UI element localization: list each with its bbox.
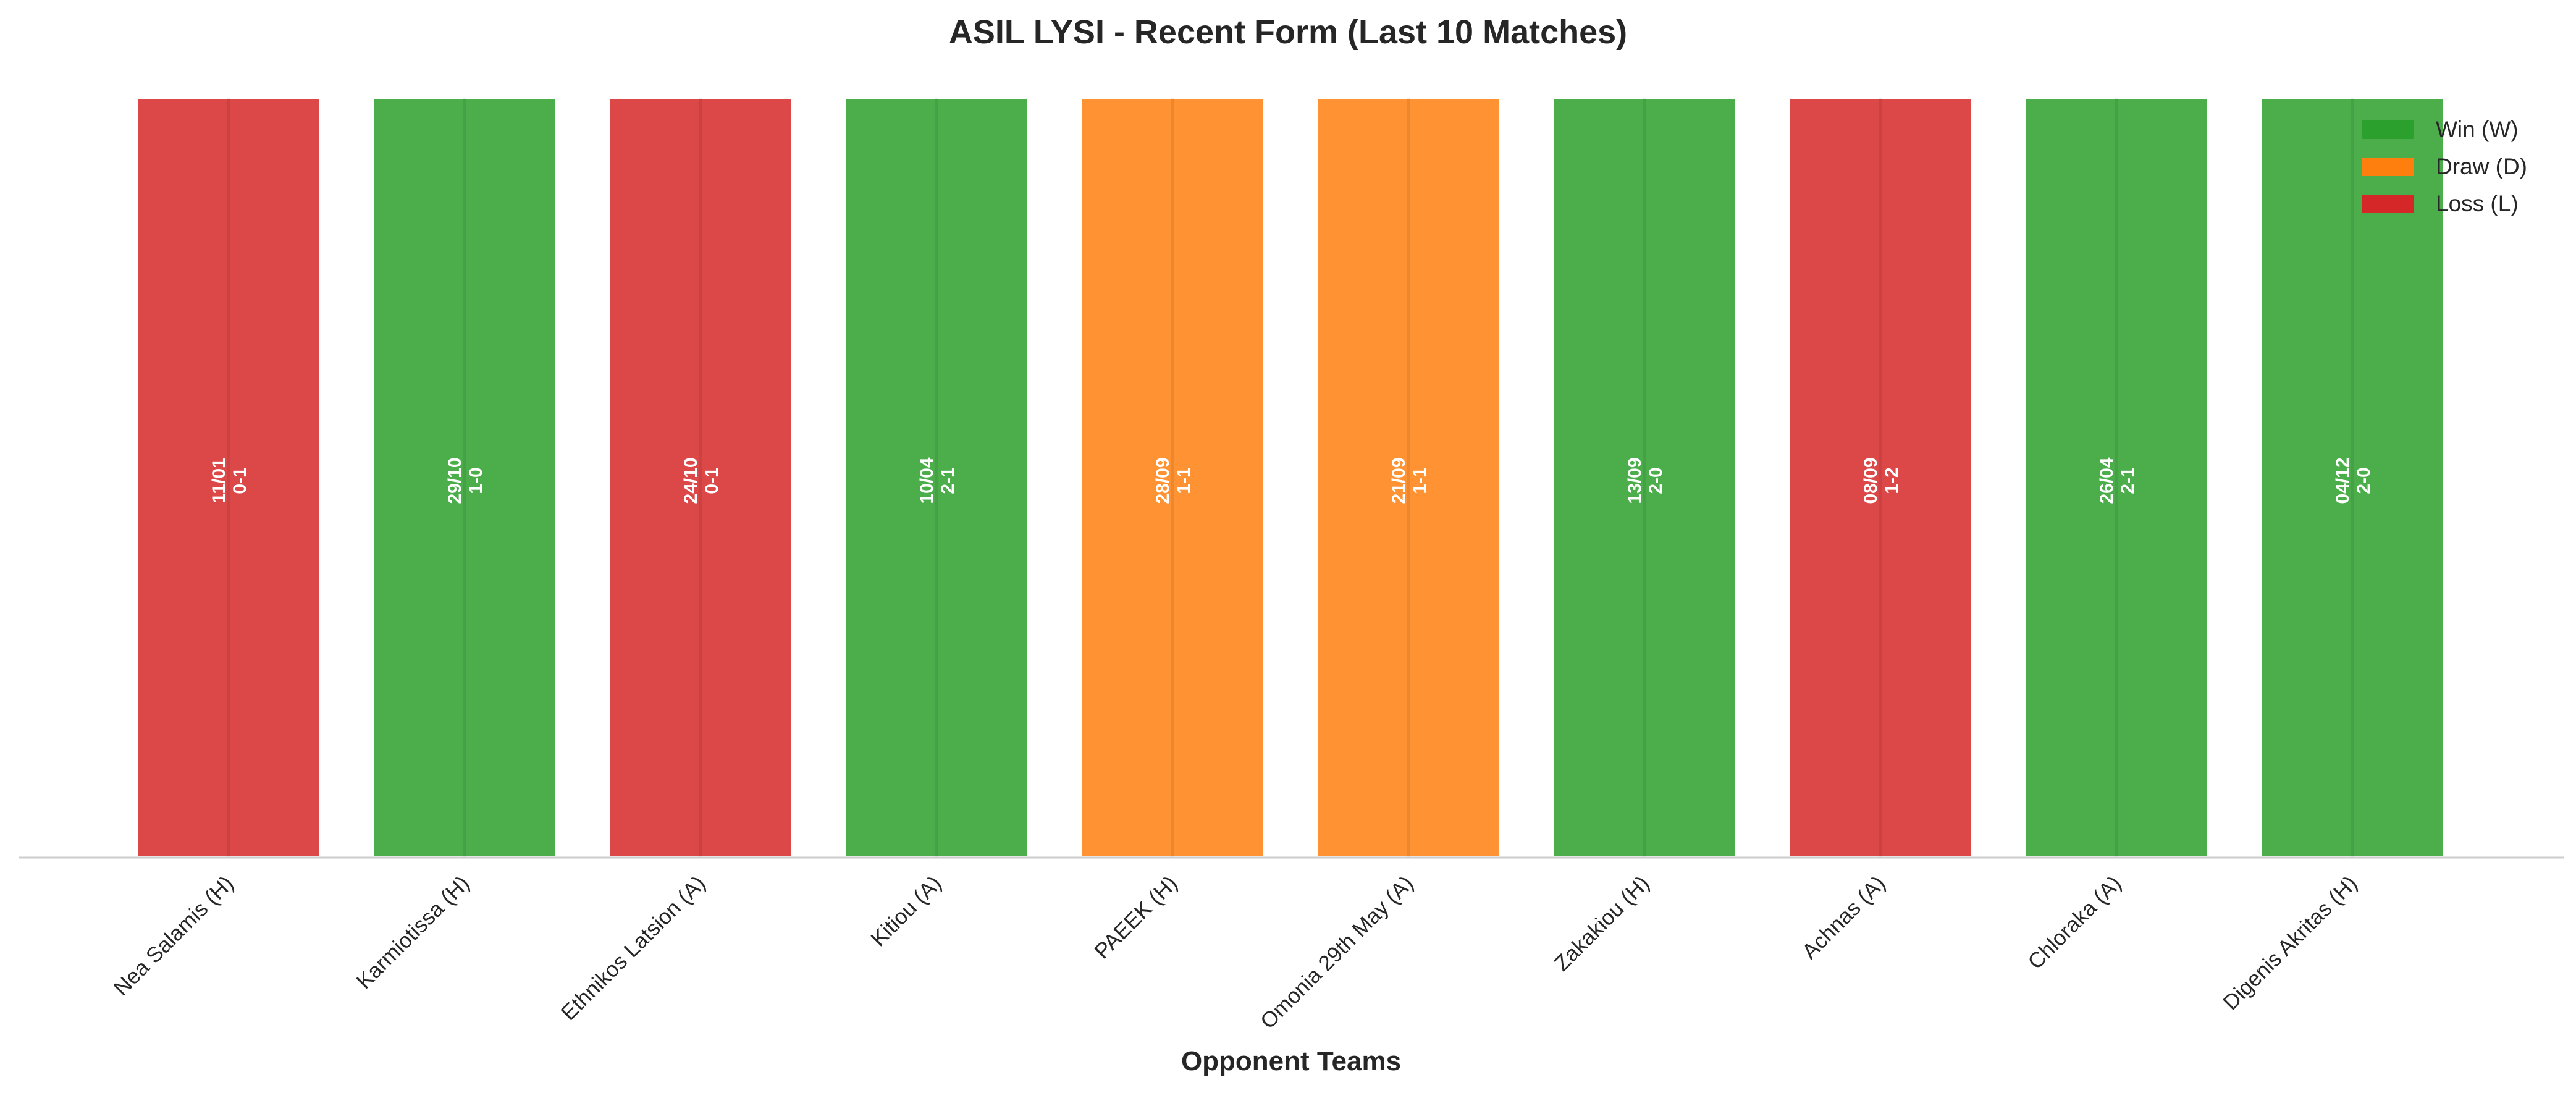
legend-swatch-d (2362, 158, 2414, 176)
bar-score-label: 2-1 (2118, 467, 2138, 494)
x-tick-label-1: Nea Salamis (H) (109, 871, 238, 1000)
x-tick-labels: Nea Salamis (H) Karmiotissa (H) Ethnikos L… (109, 871, 2362, 1034)
bar-date-label: 29/10 (445, 457, 465, 504)
legend-label-l: Loss (L) (2436, 191, 2519, 216)
bar-4 (843, 96, 1030, 859)
bar-score-label: 1-1 (1174, 467, 1194, 494)
bar-date-label: 13/09 (1625, 457, 1645, 504)
bar-1 (135, 96, 322, 859)
x-tick-label-7: Zakakiou (H) (1549, 871, 1654, 976)
x-tick-label-4: Kitiou (A) (866, 871, 946, 951)
chart-title: ASIL LYSI - Recent Form (Last 10 Matches… (949, 14, 1627, 51)
legend-swatch-w (2362, 120, 2414, 139)
bar-score-label: 1-2 (1882, 467, 1902, 494)
bar-label-3: 24/100-1 (681, 457, 722, 504)
bar-date-label: 21/09 (1389, 457, 1409, 504)
bar-label-2: 29/101-0 (445, 457, 486, 504)
bar-label-6: 21/091-1 (1389, 457, 1430, 504)
bar-date-label: 04/12 (2333, 457, 2353, 504)
bar-date-label: 26/04 (2097, 457, 2117, 504)
legend-label-d: Draw (D) (2436, 154, 2527, 179)
x-tick-label-6: Omonia 29th May (A) (1256, 871, 1418, 1034)
bar-label-10: 04/122-0 (2333, 457, 2374, 504)
bar-score-label: 0-1 (702, 467, 722, 494)
bar-label-5: 28/091-1 (1153, 457, 1194, 504)
x-tick-label-3: Ethnikos Latsion (A) (557, 871, 710, 1025)
x-tick-label-8: Achnas (A) (1798, 871, 1890, 964)
bar-10 (2259, 96, 2446, 859)
bar-date-label: 08/09 (1861, 457, 1881, 504)
x-tick-label-5: PAEEK (H) (1090, 871, 1182, 964)
x-tick-label-2: Karmiotissa (H) (352, 871, 474, 994)
x-axis-title: Opponent Teams (1181, 1046, 1401, 1076)
bar-label-1: 11/010-1 (209, 458, 250, 503)
bar-score-label: 2-0 (2354, 467, 2374, 494)
bar-3 (607, 96, 794, 859)
bar-2 (371, 96, 558, 859)
x-tick-label-10: Digenis Akritas (H) (2218, 871, 2362, 1015)
bar-score-label: 2-1 (938, 467, 958, 494)
bar-score-label: 1-0 (466, 467, 486, 494)
bar-label-8: 08/091-2 (1861, 457, 1902, 504)
bar-date-label: 24/10 (681, 457, 701, 504)
bars-group: 11/010-1 29/101-0 24/100-1 10/042-1 28/091-1… (135, 96, 2446, 859)
x-tick-label-9: Chloraka (A) (2023, 871, 2126, 974)
bar-label-7: 13/092-0 (1625, 457, 1666, 504)
bar-score-label: 0-1 (230, 467, 250, 494)
legend-label-w: Win (W) (2436, 117, 2519, 142)
bar-5 (1079, 96, 1266, 859)
bar-7 (1551, 96, 1738, 859)
legend-swatch-l (2362, 195, 2414, 213)
bar-date-label: 10/04 (917, 457, 937, 504)
bar-6 (1315, 96, 1502, 859)
bar-score-label: 2-0 (1646, 467, 1666, 494)
bar-label-4: 10/042-1 (917, 457, 958, 504)
bar-date-label: 11/01 (209, 458, 229, 503)
bar-score-label: 1-1 (1410, 467, 1430, 494)
bar-label-9: 26/042-1 (2097, 457, 2138, 504)
legend: Win (W) Draw (D) Loss (L) (2362, 117, 2527, 216)
bar-date-label: 28/09 (1153, 457, 1173, 504)
